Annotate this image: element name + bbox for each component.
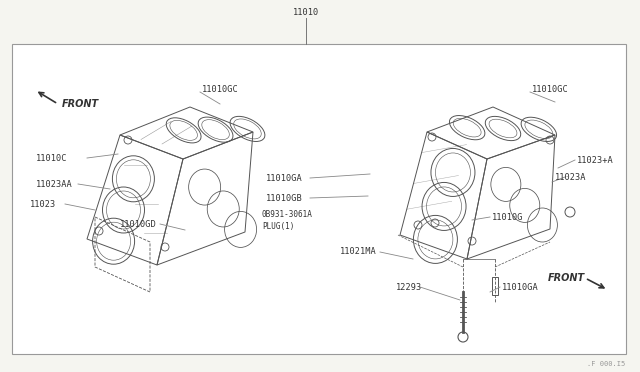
Text: 11010G: 11010G	[492, 212, 524, 221]
Text: 11010GA: 11010GA	[266, 173, 303, 183]
Text: 11023A: 11023A	[555, 173, 586, 182]
Bar	[492, 277, 498, 295]
Text: .F 000.I5: .F 000.I5	[587, 361, 625, 367]
Text: 11010GA: 11010GA	[502, 282, 539, 292]
Text: PLUG(1): PLUG(1)	[262, 221, 294, 231]
Text: 11010GC: 11010GC	[532, 84, 569, 93]
Text: 11023: 11023	[30, 199, 56, 208]
Text: 11010C: 11010C	[36, 154, 67, 163]
Text: 11010GC: 11010GC	[202, 84, 239, 93]
Text: 11023AA: 11023AA	[36, 180, 73, 189]
Text: 11010: 11010	[293, 7, 319, 16]
Text: 12293: 12293	[396, 282, 422, 292]
Text: 11021MA: 11021MA	[340, 247, 377, 257]
Text: 11010GD: 11010GD	[120, 219, 157, 228]
Bar	[12, 44, 626, 354]
Text: FRONT: FRONT	[62, 99, 99, 109]
Text: 11023+A: 11023+A	[577, 155, 614, 164]
Text: FRONT: FRONT	[548, 273, 585, 283]
Text: 11010GB: 11010GB	[266, 193, 303, 202]
Text: 0B931-3061A: 0B931-3061A	[262, 209, 313, 218]
